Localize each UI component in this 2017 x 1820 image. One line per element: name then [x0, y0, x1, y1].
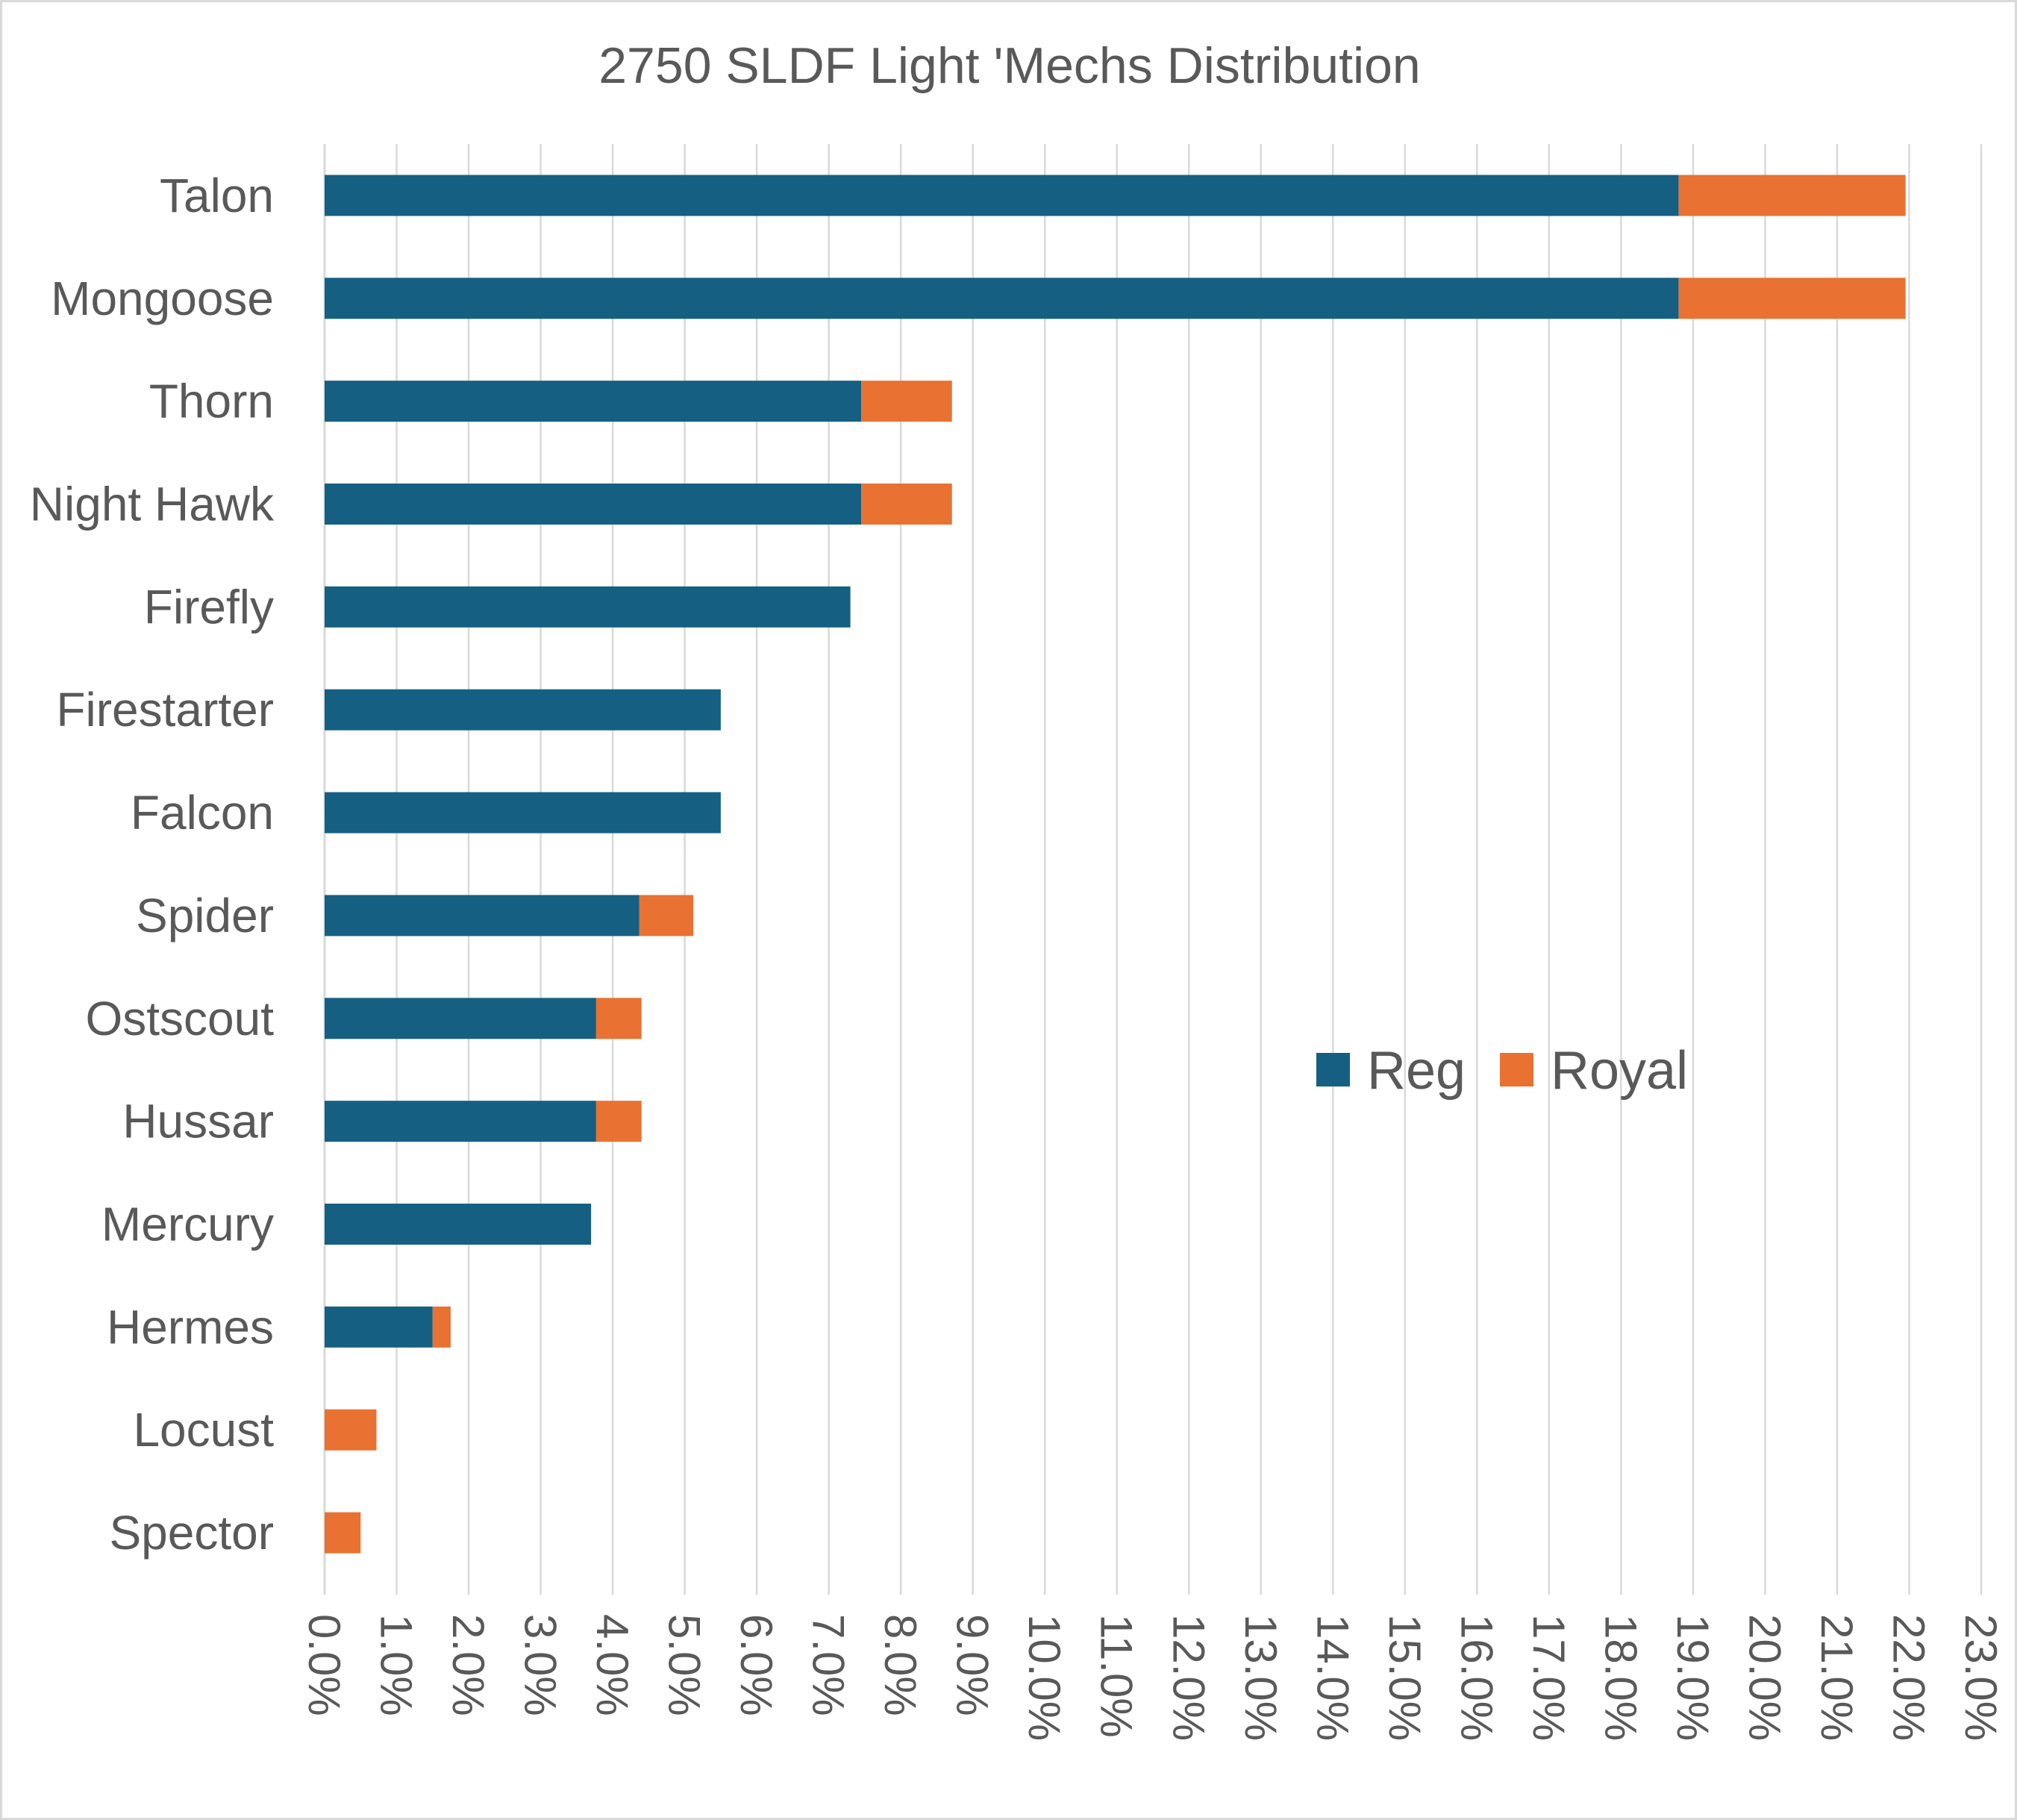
bar-royal-13: [325, 1512, 361, 1554]
bar-reg-0: [325, 175, 1679, 216]
tick-label-15: 15.0%: [1380, 1614, 1430, 1741]
bar-reg-11: [325, 1306, 433, 1348]
bar-reg-3: [325, 484, 862, 525]
chart-title: 2750 SLDF Light 'Mechs Distribution: [598, 37, 1421, 94]
tick-label-21: 21.0%: [1812, 1614, 1862, 1741]
category-label-11: Hermes: [107, 1300, 274, 1354]
category-label-9: Hussar: [122, 1095, 274, 1148]
bar-reg-4: [325, 586, 851, 628]
tick-label-3: 3.0%: [516, 1614, 566, 1716]
category-label-10: Mercury: [101, 1198, 274, 1251]
bar-reg-6: [325, 792, 721, 834]
bar-royal-7: [639, 895, 694, 936]
tick-label-2: 2.0%: [443, 1614, 493, 1716]
tick-label-4: 4.0%: [587, 1614, 637, 1716]
tick-label-13: 13.0%: [1236, 1614, 1286, 1741]
bar-royal-1: [1678, 278, 1906, 319]
tick-label-17: 17.0%: [1524, 1614, 1574, 1741]
bar-reg-2: [325, 381, 862, 422]
legend-swatch-reg: [1316, 1053, 1350, 1086]
tick-label-9: 9.0%: [948, 1614, 998, 1716]
tick-label-14: 14.0%: [1307, 1614, 1357, 1741]
legend-label-royal: Royal: [1551, 1041, 1688, 1101]
bar-reg-8: [325, 998, 596, 1039]
bar-reg-5: [325, 689, 721, 731]
category-label-0: Talon: [160, 169, 274, 222]
bar-royal-9: [595, 1101, 642, 1142]
category-label-2: Thorn: [149, 375, 274, 428]
tick-label-20: 20.0%: [1739, 1614, 1789, 1741]
bar-reg-1: [325, 278, 1679, 319]
tick-label-6: 6.0%: [731, 1614, 781, 1716]
tick-label-5: 5.0%: [660, 1614, 710, 1716]
bar-reg-10: [325, 1204, 592, 1245]
bar-reg-7: [325, 895, 640, 936]
tick-label-16: 16.0%: [1451, 1614, 1501, 1741]
legend: Reg Royal: [1316, 1041, 1688, 1101]
tick-label-18: 18.0%: [1595, 1614, 1645, 1741]
tick-label-12: 12.0%: [1163, 1614, 1213, 1741]
tick-label-19: 19.0%: [1668, 1614, 1718, 1741]
x-axis-tick-labels: 0.0% 1.0% 2.0% 3.0% 4.0% 5.0% 6.0% 7.0% 8.0% 9.0%…: [299, 1614, 2006, 1741]
bar-royal-11: [432, 1306, 451, 1348]
category-label-3: Night Hawk: [30, 478, 275, 531]
tick-label-10: 10.0%: [1019, 1614, 1069, 1741]
bar-royal-8: [595, 998, 642, 1039]
category-labels: Talon Mongoose Thorn Night Hawk Firefly Fires…: [30, 169, 275, 1560]
tick-label-11: 11.0%: [1092, 1614, 1142, 1738]
bar-reg-9: [325, 1101, 596, 1142]
legend-swatch-royal: [1500, 1053, 1533, 1086]
bar-royal-2: [861, 381, 952, 422]
category-label-4: Firefly: [144, 580, 274, 634]
category-label-7: Spider: [136, 889, 274, 942]
bar-royal-0: [1678, 175, 1906, 216]
tick-label-22: 22.0%: [1883, 1614, 1933, 1741]
tick-label-7: 7.0%: [804, 1614, 854, 1716]
category-label-5: Firestarter: [56, 683, 274, 737]
category-label-13: Spector: [109, 1506, 274, 1560]
bars: [325, 175, 1906, 1554]
tick-label-1: 1.0%: [372, 1614, 422, 1716]
category-label-8: Ostscout: [85, 992, 274, 1045]
legend-label-reg: Reg: [1367, 1041, 1466, 1101]
category-label-12: Locust: [133, 1403, 274, 1457]
bar-royal-12: [325, 1409, 377, 1451]
tick-label-0: 0.0%: [299, 1614, 349, 1716]
category-label-1: Mongoose: [51, 272, 274, 325]
tick-label-8: 8.0%: [875, 1614, 925, 1716]
bar-royal-3: [861, 484, 952, 525]
category-label-6: Falcon: [131, 786, 274, 839]
tick-label-23: 23.0%: [1956, 1614, 2006, 1741]
grid-lines: [323, 144, 1983, 1595]
